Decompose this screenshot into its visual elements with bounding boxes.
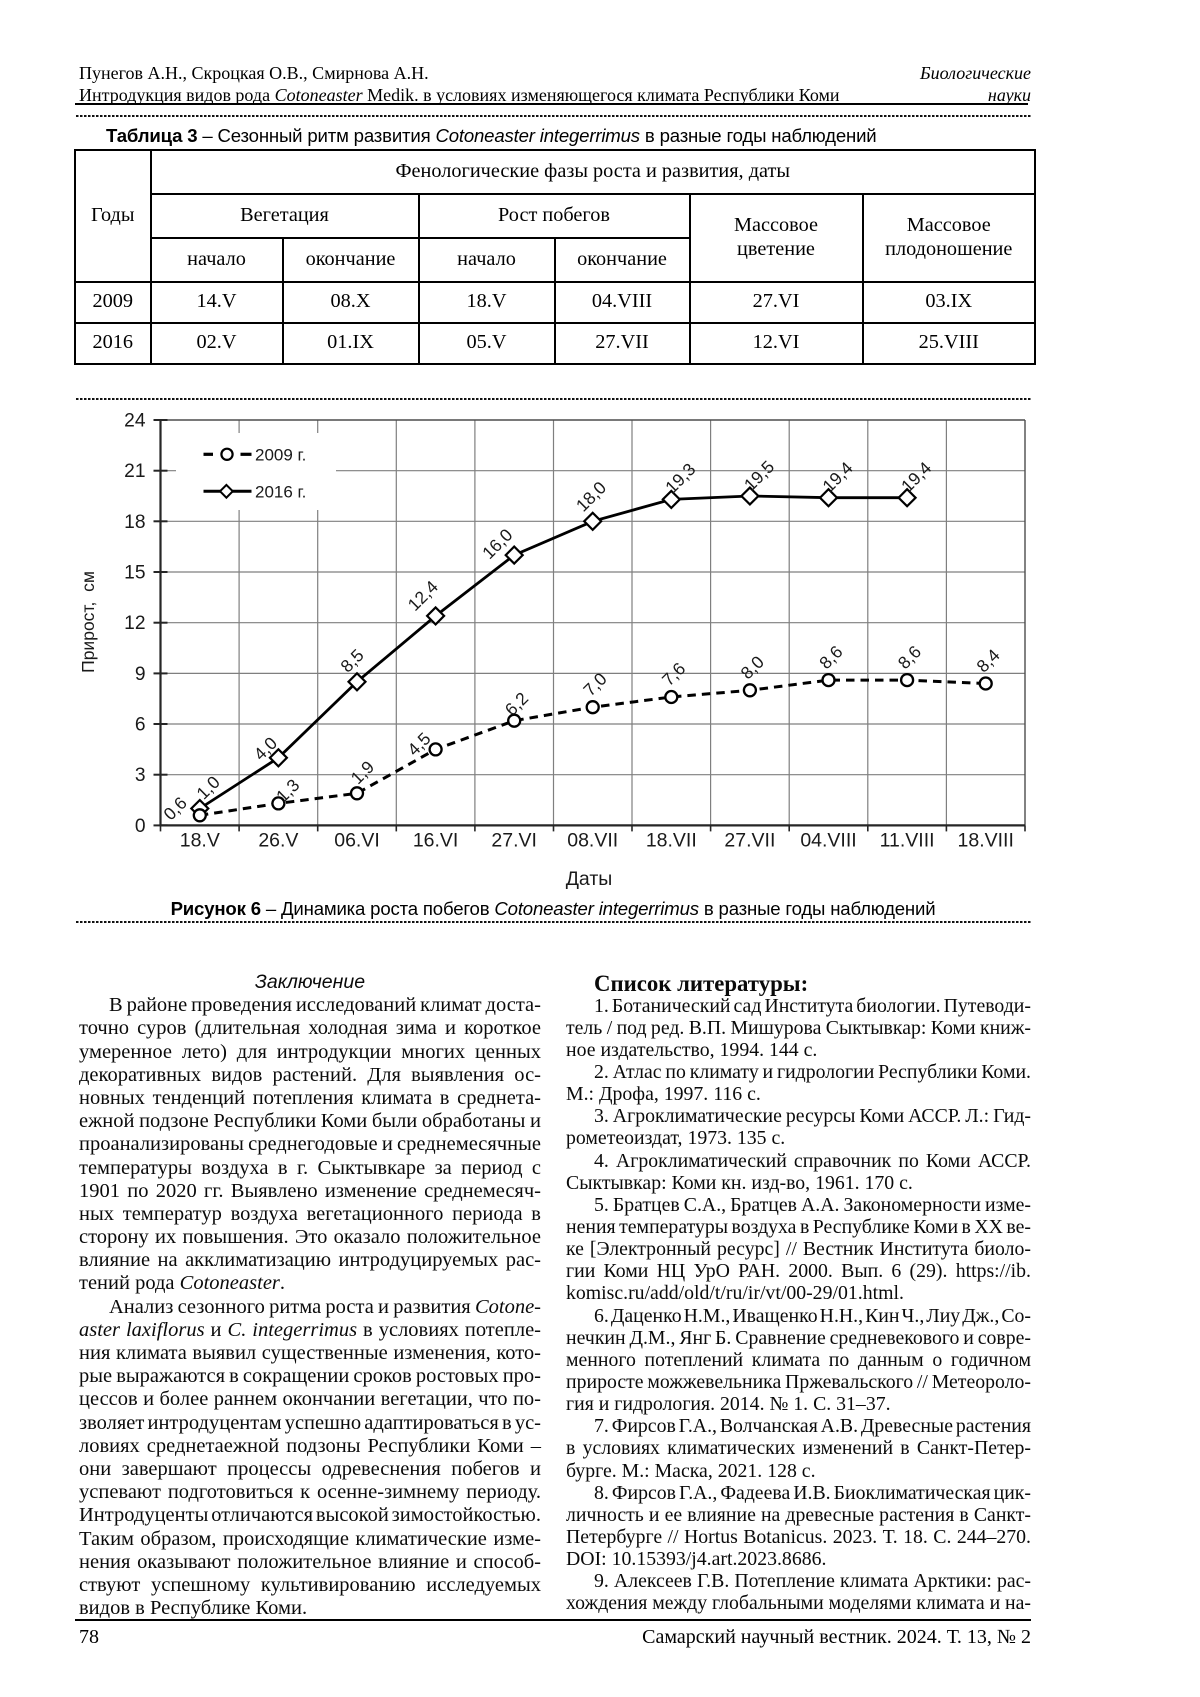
svg-text:26.V: 26.V (258, 830, 298, 852)
svg-text:1,0: 1,0 (192, 772, 224, 804)
svg-text:19,3: 19,3 (661, 459, 699, 497)
svg-text:18.VII: 18.VII (646, 830, 697, 852)
svg-text:24: 24 (124, 411, 146, 432)
svg-text:8,5: 8,5 (336, 645, 367, 676)
svg-text:08.VII: 08.VII (567, 830, 618, 852)
svg-text:6: 6 (135, 715, 146, 736)
svg-text:Даты: Даты (566, 868, 613, 890)
svg-text:2009 г.: 2009 г. (255, 446, 306, 465)
svg-text:06.VI: 06.VI (334, 830, 380, 852)
svg-text:3: 3 (135, 765, 146, 786)
svg-text:18,0: 18,0 (572, 477, 610, 515)
svg-text:11.VIII: 11.VIII (880, 830, 935, 852)
svg-text:12: 12 (124, 613, 145, 634)
svg-text:4,5: 4,5 (403, 728, 434, 759)
svg-text:16.VI: 16.VI (413, 830, 459, 852)
svg-text:27.VI: 27.VI (491, 830, 537, 852)
svg-text:0,6: 0,6 (159, 793, 190, 824)
svg-text:18.V: 18.V (180, 830, 220, 852)
svg-text:8,6: 8,6 (894, 642, 925, 673)
svg-text:Прирост, см: Прирост, см (78, 571, 98, 673)
svg-text:18.VIII: 18.VIII (958, 830, 1014, 852)
svg-text:8,6: 8,6 (815, 642, 846, 673)
svg-text:7,6: 7,6 (658, 658, 689, 689)
svg-text:18: 18 (124, 512, 145, 533)
svg-text:6,2: 6,2 (501, 688, 532, 719)
svg-text:27.VII: 27.VII (724, 830, 775, 852)
svg-text:19,4: 19,4 (818, 458, 856, 496)
svg-text:21: 21 (124, 461, 145, 482)
svg-text:8,0: 8,0 (737, 652, 769, 684)
svg-text:19,4: 19,4 (897, 458, 935, 496)
svg-text:2016 г.: 2016 г. (255, 483, 306, 502)
svg-text:9: 9 (135, 664, 146, 685)
svg-text:04.VIII: 04.VIII (800, 830, 856, 852)
svg-text:19,5: 19,5 (740, 457, 778, 495)
svg-text:0: 0 (135, 816, 146, 837)
svg-text:15: 15 (124, 563, 145, 584)
svg-text:8,4: 8,4 (972, 645, 1004, 677)
